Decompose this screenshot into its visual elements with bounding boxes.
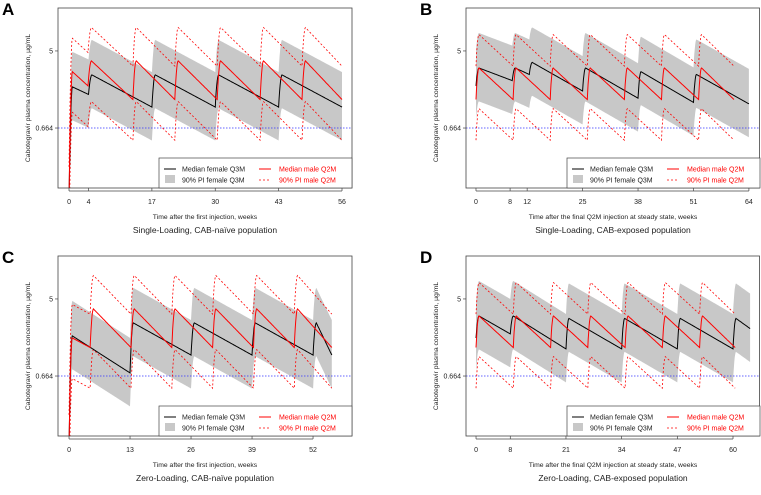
plot-area — [58, 26, 352, 188]
legend-female-pi: 90% PI female Q3M — [182, 178, 245, 185]
legend-female-band-swatch — [573, 175, 583, 183]
legend-box — [158, 405, 353, 437]
panel-letter: C — [2, 248, 14, 267]
male-pi-upper-line — [68, 274, 333, 415]
x-tick-label: 4 — [87, 199, 91, 206]
x-tick-label: 26 — [187, 447, 195, 454]
male-pi-upper-line — [475, 281, 736, 316]
x-tick-label: 12 — [523, 199, 531, 206]
x-tick-label: 25 — [579, 199, 587, 206]
panel-b: 0.664 5 0 8 12 25 38 51 64 Time after the final Q… — [380, 0, 761, 247]
x-tick-label: 64 — [745, 199, 753, 206]
x-tick-label: 17 — [148, 199, 156, 206]
y-tick-label: 5 — [49, 296, 53, 303]
x-tick-label: 34 — [618, 447, 626, 454]
y-tick-label: 5 — [457, 48, 461, 55]
panel-letter: D — [420, 248, 432, 267]
legend-female-pi: 90% PI female Q3M — [590, 426, 653, 433]
y-axis-label: Cabotegravir plasma concentration, µg/mL — [433, 282, 440, 410]
legend-male-median: Median male Q2M — [279, 415, 336, 422]
legend-male-pi: 90% PI male Q2M — [687, 426, 744, 433]
legend-male-pi: 90% PI male Q2M — [687, 178, 744, 185]
plot-area — [466, 27, 760, 142]
legend-female-band-swatch — [165, 423, 175, 431]
x-axis-label: Time after the final Q2M injection at st… — [529, 214, 698, 221]
legend-female-median: Median female Q3M — [182, 167, 245, 174]
x-tick-label: 0 — [474, 199, 478, 206]
chart-a: 0.664 5 0 4 17 30 43 56 Time after the first inj… — [2, 0, 353, 235]
x-tick-label: 8 — [508, 199, 512, 206]
legend-male-median: Median male Q2M — [687, 415, 744, 422]
male-pi-lower-line — [475, 107, 735, 142]
legend-box — [566, 157, 761, 189]
male-median-line — [475, 315, 736, 349]
legend-female-median: Median female Q3M — [182, 415, 245, 422]
legend-female-band-swatch — [573, 423, 583, 431]
panel-a: 0.664 5 0 4 17 30 43 56 Time after the first inj… — [0, 0, 380, 247]
chart-c: 0.664 5 0 13 26 39 52 Time after the first inje… — [2, 248, 353, 483]
female-pi-band — [69, 287, 332, 436]
x-tick-label: 56 — [338, 199, 346, 206]
y-tick-label: 0.664 — [443, 374, 461, 381]
y-axis-label: Cabotegravir plasma concentration, µg/mL — [433, 34, 440, 162]
legend-female-band-swatch — [165, 175, 175, 183]
legend-female-pi: 90% PI female Q3M — [182, 426, 245, 433]
female-pi-band — [69, 39, 342, 188]
x-tick-label: 39 — [248, 447, 256, 454]
panel-subtitle: Zero-Loading, CAB-naïve population — [136, 473, 274, 483]
legend-box — [566, 405, 761, 437]
legend-male-median: Median male Q2M — [279, 167, 336, 174]
male-pi-lower-line — [69, 348, 333, 436]
chart-d: 0.664 5 0 8 21 34 47 60 Time after the final Q2M… — [420, 248, 761, 483]
chart-b: 0.664 5 0 8 12 25 38 51 64 Time after the final Q… — [420, 0, 761, 235]
x-tick-label: 43 — [275, 199, 283, 206]
female-pi-band — [476, 27, 749, 138]
x-tick-label: 38 — [634, 199, 642, 206]
legend-box — [158, 157, 353, 189]
y-tick-label: 0.664 — [35, 374, 53, 381]
plot-area — [466, 281, 760, 390]
panel-subtitle: Single-Loading, CAB-exposed population — [535, 225, 691, 235]
panel-letter: A — [2, 0, 14, 19]
panel-d: 0.664 5 0 8 21 34 47 60 Time after the final Q2M… — [380, 248, 761, 495]
x-tick-label: 47 — [673, 447, 681, 454]
female-median-line — [475, 61, 750, 105]
x-axis-label: Time after the first injection, weeks — [153, 214, 258, 221]
panel-subtitle: Single-Loading, CAB-naïve population — [133, 225, 277, 235]
x-tick-label: 60 — [729, 447, 737, 454]
x-tick-label: 0 — [67, 199, 71, 206]
x-tick-label: 13 — [126, 447, 134, 454]
x-tick-label: 52 — [309, 447, 317, 454]
y-tick-label: 0.664 — [35, 126, 53, 133]
x-tick-label: 0 — [474, 447, 478, 454]
y-tick-label: 5 — [49, 48, 53, 55]
male-pi-lower-line — [475, 355, 736, 390]
plot-area — [58, 274, 352, 436]
female-median-line — [68, 74, 343, 188]
panel-subtitle: Zero-Loading, CAB-exposed population — [538, 473, 688, 483]
legend-female-pi: 90% PI female Q3M — [590, 178, 653, 185]
x-axis-label: Time after the final Q2M injection at st… — [529, 462, 698, 469]
x-axis-label: Time after the first injection, weeks — [153, 462, 258, 469]
legend-female-median: Median female Q3M — [590, 167, 653, 174]
male-median-line — [68, 307, 333, 436]
legend-female-median: Median female Q3M — [590, 415, 653, 422]
panel-c: 0.664 5 0 13 26 39 52 Time after the first inje… — [0, 248, 380, 495]
x-tick-label: 0 — [67, 447, 71, 454]
legend-male-median: Median male Q2M — [687, 167, 744, 174]
y-axis-label: Cabotegravir plasma concentration, µg/mL — [25, 34, 32, 162]
x-tick-label: 21 — [562, 447, 570, 454]
female-pi-band — [476, 281, 751, 383]
legend-male-pi: 90% PI male Q2M — [279, 426, 336, 433]
x-tick-label: 8 — [508, 447, 512, 454]
legend-male-pi: 90% PI male Q2M — [279, 178, 336, 185]
y-tick-label: 0.664 — [443, 126, 461, 133]
panel-letter: B — [420, 0, 432, 19]
x-tick-label: 51 — [690, 199, 698, 206]
x-tick-label: 30 — [211, 199, 219, 206]
y-axis-label: Cabotegravir plasma concentration, µg/mL — [25, 282, 32, 410]
y-tick-label: 5 — [457, 296, 461, 303]
male-median-line — [68, 60, 343, 188]
male-median-line — [475, 67, 735, 101]
